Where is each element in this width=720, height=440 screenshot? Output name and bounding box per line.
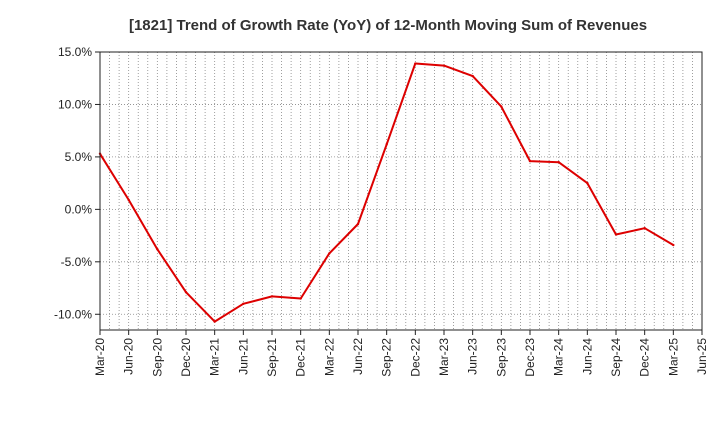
data-point (614, 233, 618, 236)
data-point (471, 74, 474, 78)
x-tick-label: Jun-24 (580, 338, 594, 375)
x-axis-ticks: Mar-20 Jun-20 Sep-20 Dec-20 Mar-21 Jun-21 Sep-… (93, 330, 709, 377)
x-tick-label: Sep-24 (609, 338, 623, 377)
data-point (557, 160, 560, 164)
x-tick-label: Jun-25 (695, 338, 709, 375)
x-tick-label: Sep-22 (380, 338, 394, 377)
data-point (328, 252, 331, 255)
x-tick-label: Sep-21 (265, 338, 279, 377)
x-tick-label: Jun-21 (236, 338, 250, 375)
data-point (500, 105, 503, 108)
y-tick-label: -10.0% (54, 307, 92, 321)
x-tick-label: Dec-20 (179, 338, 193, 377)
series-line (99, 62, 674, 323)
data-point (643, 227, 646, 230)
x-tick-label: Dec-24 (638, 338, 652, 377)
data-point (356, 222, 360, 226)
series-layer (98, 62, 675, 323)
chart-title: [1821] Trend of Growth Rate (YoY) of 12-… (129, 17, 647, 34)
x-tick-label: Sep-23 (494, 338, 508, 377)
x-tick-label: Jun-20 (122, 338, 136, 375)
grid (100, 52, 702, 330)
x-tick-label: Mar-23 (437, 338, 451, 376)
y-tick-label: 5.0% (65, 150, 93, 164)
x-tick-label: Jun-22 (351, 338, 365, 375)
data-point (270, 295, 274, 298)
y-tick-label: 10.0% (58, 97, 92, 111)
data-point (127, 198, 130, 202)
x-tick-label: Mar-25 (666, 338, 680, 376)
x-tick-label: Mar-20 (93, 338, 107, 376)
y-tick-label: 0.0% (65, 202, 93, 216)
x-tick-label: Jun-23 (466, 338, 480, 375)
y-tick-label: 15.0% (58, 45, 92, 59)
data-point (672, 243, 675, 247)
x-tick-label: Dec-22 (408, 338, 422, 377)
x-tick-label: Dec-21 (294, 338, 308, 377)
plot-area (99, 51, 703, 331)
y-tick-label: -5.0% (61, 255, 93, 269)
data-point (242, 302, 245, 305)
x-tick-label: Mar-21 (208, 338, 222, 376)
x-tick-label: Sep-20 (150, 338, 164, 377)
data-point (156, 248, 159, 251)
x-tick-label: Dec-23 (523, 338, 537, 377)
data-point (586, 181, 589, 185)
data-point (213, 320, 216, 323)
data-point (184, 291, 188, 294)
data-point (385, 143, 388, 146)
data-point (442, 64, 446, 67)
data-point (299, 297, 302, 300)
x-tick-label: Mar-22 (322, 338, 336, 376)
data-point (414, 62, 417, 65)
data-point (528, 159, 532, 163)
y-axis-ticks: 15.0% 10.0% 5.0% 0.0% -5.0% -10.0% (54, 45, 100, 321)
x-tick-label: Mar-24 (552, 338, 566, 376)
